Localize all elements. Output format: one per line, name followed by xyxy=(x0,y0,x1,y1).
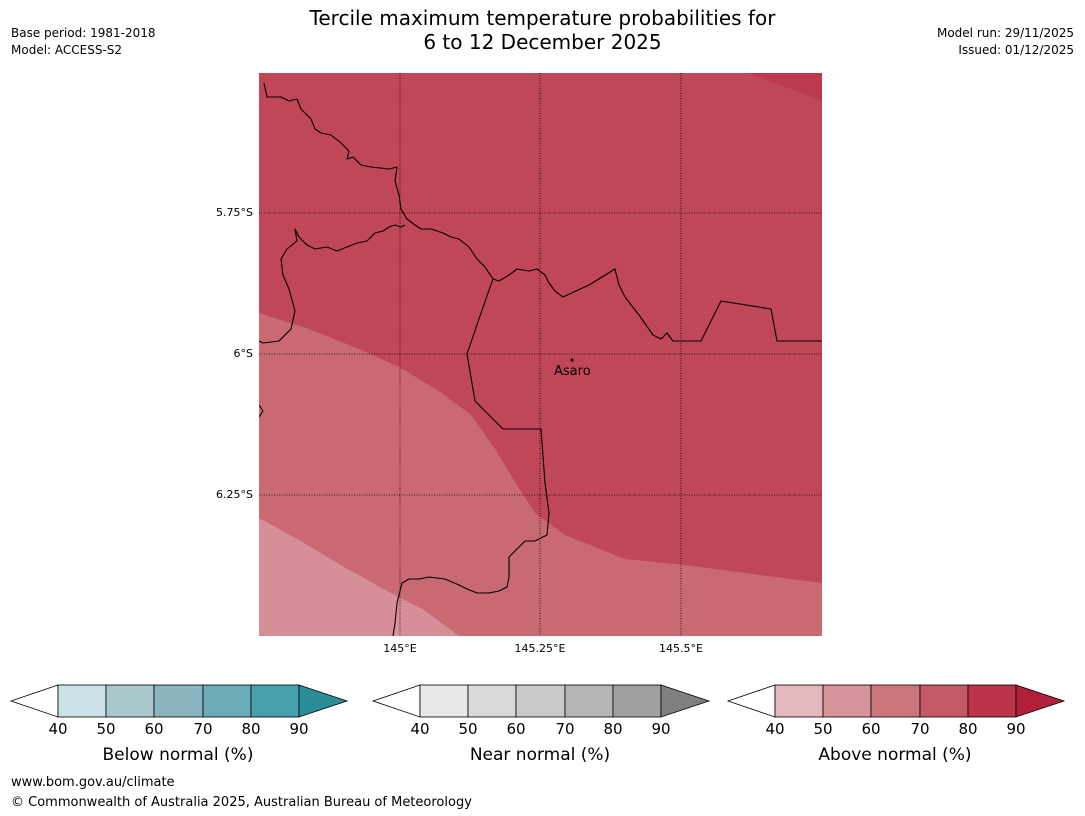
asaro-marker xyxy=(570,358,574,362)
colorbar-below xyxy=(9,684,349,718)
chart-title: Tercile maximum temperature probabilitie… xyxy=(0,6,1085,54)
colorbar-below-tick: 70 xyxy=(193,720,213,738)
colorbar-above-tick: 80 xyxy=(958,720,978,738)
footer-copyright: © Commonwealth of Australia 2025, Austra… xyxy=(11,795,472,810)
colorbar-above-tick: 60 xyxy=(861,720,881,738)
colorbar-below-bin-5 xyxy=(250,684,300,718)
lat-label-6-25: 6.25°S xyxy=(216,488,253,501)
colorbar-near-tick: 50 xyxy=(458,720,478,738)
colorbar-below-tick: 80 xyxy=(241,720,261,738)
forecast-map xyxy=(259,73,822,636)
colorbar-near-bin-2 xyxy=(467,684,517,718)
colorbar-near xyxy=(371,684,711,718)
region-above-60 xyxy=(259,518,459,636)
colorbar-near-bin-4 xyxy=(564,684,614,718)
colorbar-above-tick: 90 xyxy=(1006,720,1026,738)
colorbar-above-bin-3 xyxy=(870,684,921,718)
region-above-90 xyxy=(749,73,822,101)
colorbar-near-low-end xyxy=(371,684,421,718)
colorbar-below-high-end xyxy=(298,684,349,718)
lat-label-6: 6°S xyxy=(233,347,253,360)
colorbar-above-bin-1 xyxy=(774,684,824,718)
colorbar-below-tick: 40 xyxy=(48,720,68,738)
lon-label-145: 145°E xyxy=(383,642,417,655)
colorbar-near-tick: 70 xyxy=(555,720,575,738)
province-boundaries xyxy=(259,82,822,636)
boundary-west-stub xyxy=(259,404,264,418)
boundary-north xyxy=(263,82,822,342)
colorbar-below-tick: 50 xyxy=(96,720,116,738)
colorbar-above-tick: 40 xyxy=(765,720,785,738)
colorbar-above-tick: 70 xyxy=(910,720,930,738)
town-label-asaro: Asaro xyxy=(554,364,591,379)
colorbar-above-bin-5 xyxy=(967,684,1017,718)
colorbar-near-label: Near normal (%) xyxy=(469,745,611,765)
colorbar-below-bin-2 xyxy=(105,684,155,718)
colorbar-near-bin-1 xyxy=(419,684,469,718)
colorbar-near-tick: 80 xyxy=(603,720,623,738)
colorbar-below-bin-3 xyxy=(153,684,204,718)
issued-date: Issued: 01/12/2025 xyxy=(958,43,1074,57)
colorbar-below-tick: 90 xyxy=(289,720,309,738)
lat-label-5-75: 5.75°S xyxy=(216,206,253,219)
lon-label-145-5: 145.5°E xyxy=(659,642,703,655)
colorbar-below-label: Below normal (%) xyxy=(102,745,254,765)
colorbar-above-label: Above normal (%) xyxy=(818,745,972,765)
boundary-central xyxy=(392,278,550,636)
footer-url: www.bom.gov.au/climate xyxy=(11,775,175,790)
colorbar-above-bin-2 xyxy=(822,684,872,718)
colorbar-above xyxy=(726,684,1066,718)
colorbar-above-bin-4 xyxy=(919,684,969,718)
boundary-west xyxy=(259,224,406,344)
base-period: Base period: 1981-2018 xyxy=(11,26,156,40)
colorbar-near-tick: 90 xyxy=(651,720,671,738)
lon-label-145-25: 145.25°E xyxy=(514,642,566,655)
colorbar-near-bin-3 xyxy=(515,684,566,718)
colorbar-below-bin-4 xyxy=(202,684,252,718)
colorbar-above-low-end xyxy=(726,684,776,718)
colorbar-above-tick: 50 xyxy=(813,720,833,738)
colorbar-near-tick: 40 xyxy=(410,720,430,738)
colorbar-below-tick: 60 xyxy=(144,720,164,738)
title-line-1: Tercile maximum temperature probabilitie… xyxy=(309,6,776,30)
model-run: Model run: 29/11/2025 xyxy=(936,26,1074,40)
colorbar-near-high-end xyxy=(660,684,711,718)
colorbar-near-bin-5 xyxy=(612,684,662,718)
colorbar-near-tick: 60 xyxy=(506,720,526,738)
meta-right: Model run: 29/11/2025 Issued: 01/12/2025 xyxy=(937,25,1074,59)
model-name: Model: ACCESS-S2 xyxy=(11,43,123,57)
colorbar-below-low-end xyxy=(9,684,59,718)
colorbar-below-bin-1 xyxy=(57,684,107,718)
title-line-2: 6 to 12 December 2025 xyxy=(423,30,662,54)
colorbar-above-high-end xyxy=(1015,684,1066,718)
meta-left: Base period: 1981-2018 Model: ACCESS-S2 xyxy=(11,25,156,59)
